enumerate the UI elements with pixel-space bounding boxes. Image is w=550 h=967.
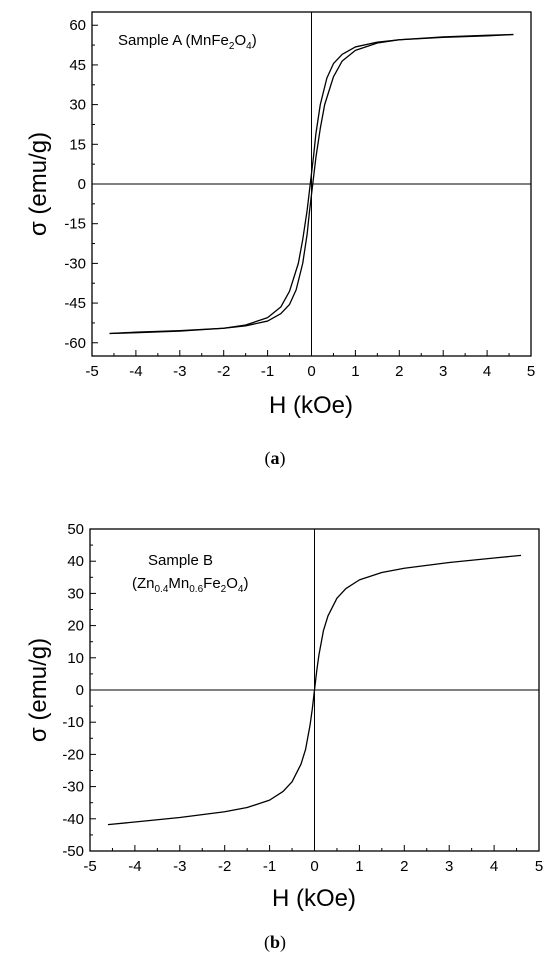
chart-b: -5 -4 -3 -2 -1 0 1 2 3 4 550403020100-10-20-30-40-… [25,521,543,912]
chart-a-xtick-label: 3 [439,363,447,380]
chart-b-xtick-label: 4 [490,858,498,875]
chart-a-xtick-label: 5 [527,363,535,380]
chart-a-xtick-label: -5 [85,363,98,380]
chart-a-xlabel: H (kOe) [269,392,353,419]
chart-b-ytick-label: 0 [76,682,84,699]
chart-a-ytick-label: -45 [64,295,86,312]
chart-a-xtick-label: 2 [395,363,403,380]
chart-a-xtick-label: -1 [261,363,274,380]
chart-a-xtick-label: 4 [483,363,491,380]
chart-a-ytick-label: -60 [64,335,86,352]
chart-b-xtick-label: 1 [355,858,363,875]
panel-b-label: (b) [263,932,286,952]
chart-b-annotation-line2: (Zn0.4Mn0.6Fe2O4) [132,575,248,595]
chart-b-xtick-label: -1 [263,858,276,875]
chart-b-ytick-label: 30 [67,585,84,602]
chart-b-xtick-label: 3 [445,858,453,875]
chart-a-ylabel: σ (emu/g) [25,132,52,236]
chart-b-xtick-label: 5 [535,858,543,875]
chart-b-series-line [107,554,522,826]
chart-a-series-line [109,33,514,335]
chart-b-ytick-label: 10 [67,650,84,667]
chart-b-xlabel: H (kOe) [272,885,356,912]
chart-b-ytick-label: -30 [62,779,84,796]
chart-a-series-line [109,33,514,335]
chart-a-ytick-label: -30 [64,255,86,272]
chart-b-xtick-label: -4 [128,858,141,875]
chart-b-ytick-label: -10 [62,714,84,731]
chart-a-ytick-label: 60 [69,17,86,34]
chart-b-xtick-label: -2 [218,858,231,875]
chart-b-xtick-label: -5 [83,858,96,875]
chart-b-ytick-label: -20 [62,746,84,763]
chart-a-ytick-label: 0 [78,176,86,193]
chart-b-xtick-label: 2 [400,858,408,875]
chart-b-annotation-line1: Sample B [148,552,213,569]
chart-b-series [107,554,522,826]
chart-b-xtick-label: -3 [173,858,186,875]
chart-a-ytick-label: 45 [69,57,86,74]
chart-a-xtick-label: 0 [307,363,315,380]
panel-a-label: (a) [264,448,286,468]
chart-a-series [109,33,514,335]
chart-b-ytick-label: 50 [67,521,84,538]
chart-a-xtick-label: 1 [351,363,359,380]
chart-b-ytick-label: -50 [62,843,84,860]
chart-b-ytick-label: 40 [67,553,84,570]
chart-a-xtick-label: -2 [217,363,230,380]
chart-a-xtick-label: -4 [129,363,142,380]
chart-a-ytick-label: 15 [69,136,86,153]
chart-b-ticks: -5 -4 -3 -2 -1 0 1 2 3 4 550403020100-10-20-30-40-… [62,521,543,875]
chart-a-ytick-label: -15 [64,216,86,233]
chart-a-annotation: Sample A (MnFe2O4) [118,32,257,52]
chart-a-ytick-label: 30 [69,97,86,114]
chart-b-xtick-label: 0 [310,858,318,875]
chart-b-ytick-label: -40 [62,811,84,828]
chart-a-xtick-label: -3 [173,363,186,380]
chart-b-ylabel: σ (emu/g) [25,638,52,742]
chart-b-ytick-label: 20 [67,618,84,635]
